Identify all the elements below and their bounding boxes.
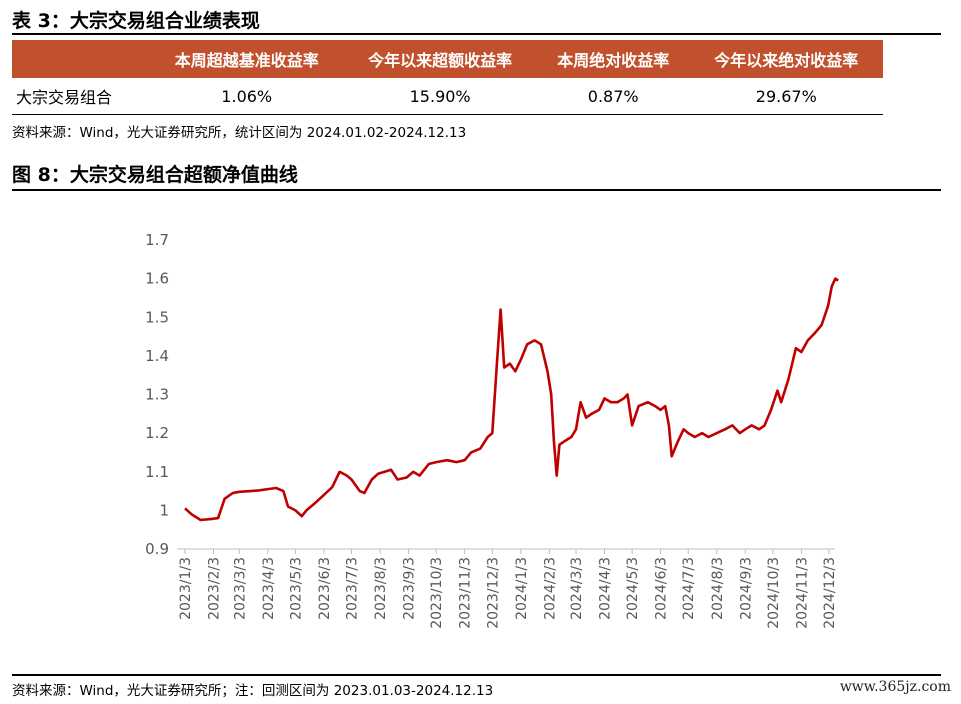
x-tick-label: 2024/9/3 xyxy=(738,557,754,620)
y-tick-label: 1.1 xyxy=(145,463,169,481)
y-tick-label: 1.5 xyxy=(145,308,169,326)
y-tick-label: 1.4 xyxy=(145,347,169,365)
x-tick-label: 2024/3/3 xyxy=(569,557,585,620)
figure-source: 资料来源：Wind，光大证券研究所；注：回测区间为 2023.01.03-202… xyxy=(12,683,494,699)
header-cell: 今年以来绝对收益率 xyxy=(689,40,883,78)
x-tick-label: 2023/4/3 xyxy=(261,557,277,620)
x-tick-label: 2024/2/3 xyxy=(542,557,558,620)
table-cell: 1.06% xyxy=(150,78,344,115)
figure-title: 图 8：大宗交易组合超额净值曲线 xyxy=(12,164,298,186)
x-tick-label: 2023/9/3 xyxy=(402,557,418,620)
table-title-rule xyxy=(12,33,941,35)
table-header-row: 本周超越基准收益率 今年以来超额收益率 本周绝对收益率 今年以来绝对收益率 xyxy=(12,40,883,78)
x-tick-label: 2023/12/3 xyxy=(485,557,501,629)
table-source: 资料来源：Wind，光大证券研究所，统计区间为 2024.01.02-2024.… xyxy=(12,125,467,141)
x-tick-label: 2023/8/3 xyxy=(373,557,389,620)
header-cell xyxy=(12,40,150,78)
header-cell: 本周超越基准收益率 xyxy=(150,40,344,78)
y-tick-label: 1.3 xyxy=(145,386,169,404)
y-tick-label: 1.7 xyxy=(145,231,169,249)
x-tick-label: 2024/5/3 xyxy=(625,557,641,620)
x-tick-label: 2024/10/3 xyxy=(766,557,782,629)
header-cell: 今年以来超额收益率 xyxy=(343,40,537,78)
x-tick-label: 2024/8/3 xyxy=(710,557,726,620)
excess-nav-chart: 0.9 1 1.1 1.2 1.3 1.4 1.5 1.6 1.7 2023/1/3 2023/2/… xyxy=(145,231,839,629)
table-cell: 29.67% xyxy=(689,78,883,115)
y-tick-label: 1 xyxy=(159,501,169,519)
table-title: 表 3：大宗交易组合业绩表现 xyxy=(12,10,260,32)
table-cell: 0.87% xyxy=(536,78,690,115)
x-tick-label: 2024/7/3 xyxy=(681,557,697,620)
x-tick-label: 2024/6/3 xyxy=(654,557,670,620)
x-tick-label: 2023/7/3 xyxy=(345,557,361,620)
figure-title-rule xyxy=(12,189,941,191)
y-tick-label: 0.9 xyxy=(145,540,169,558)
x-tick-label: 2023/11/3 xyxy=(458,557,474,629)
x-tick-label: 2024/1/3 xyxy=(514,557,530,620)
excess-nav-line xyxy=(184,277,839,522)
x-tick-label: 2024/4/3 xyxy=(598,557,614,620)
watermark: www.365jz.com xyxy=(839,679,951,695)
x-tick-label: 2024/12/3 xyxy=(822,557,838,629)
x-tick-label: 2023/10/3 xyxy=(429,557,445,629)
x-tick-label: 2023/2/3 xyxy=(207,557,223,620)
table-cell: 15.90% xyxy=(343,78,537,115)
row-label: 大宗交易组合 xyxy=(12,78,150,115)
y-tick-label: 1.2 xyxy=(145,424,169,442)
table-row: 大宗交易组合 1.06% 15.90% 0.87% 29.67% xyxy=(12,78,883,115)
figure-bottom-rule xyxy=(12,674,941,676)
x-tick-label: 2023/6/3 xyxy=(317,557,333,620)
header-cell: 本周绝对收益率 xyxy=(536,40,690,78)
performance-table: 本周超越基准收益率 今年以来超额收益率 本周绝对收益率 今年以来绝对收益率 大宗… xyxy=(12,40,883,115)
y-tick-label: 1.6 xyxy=(145,270,169,288)
x-tick-label: 2023/3/3 xyxy=(232,557,248,620)
x-tick-label: 2023/5/3 xyxy=(288,557,304,620)
x-tick-label: 2023/1/3 xyxy=(178,557,194,620)
x-tick-label: 2024/11/3 xyxy=(794,557,810,629)
